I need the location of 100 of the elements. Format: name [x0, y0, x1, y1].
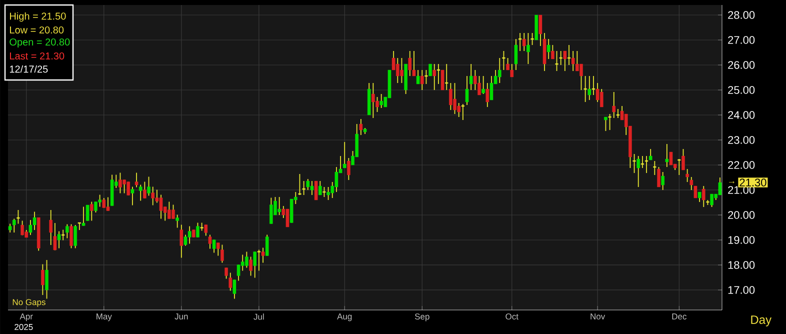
y-tick-label: 18.00 — [728, 261, 755, 269]
candlestick — [318, 180, 322, 196]
candlestick — [420, 70, 424, 90]
candlestick — [94, 201, 98, 213]
candlestick — [216, 242, 220, 256]
candlestick — [12, 218, 16, 233]
candlestick — [172, 204, 175, 220]
candlestick — [636, 156, 640, 188]
x-tick-label: Sep — [414, 314, 430, 322]
candlestick — [424, 70, 428, 84]
candlestick — [188, 226, 192, 244]
candlestick — [526, 32, 530, 64]
annotation: No Gaps — [12, 299, 46, 307]
text: 21.30 — [740, 178, 766, 186]
y-tick-label: 20.00 — [728, 211, 755, 219]
candlestick — [41, 264, 44, 296]
candlestick — [522, 32, 526, 52]
candlestick — [342, 142, 346, 168]
candlestick — [612, 92, 616, 118]
candlestick — [376, 96, 379, 112]
candlestick — [396, 58, 400, 84]
candlestick — [196, 222, 200, 238]
x-tick-label: Dec — [672, 314, 686, 320]
candlestick — [551, 44, 554, 60]
candlestick — [408, 50, 412, 76]
candlestick — [588, 76, 592, 100]
annotation: Last = 21.30 — [10, 52, 64, 60]
x-tick-label: Nov — [590, 314, 606, 320]
y-tick-label: 27.00 — [728, 36, 755, 44]
candlestick — [416, 70, 420, 84]
candlestick — [200, 222, 204, 232]
candlestick — [151, 186, 155, 206]
candlestick — [322, 186, 326, 198]
x-tick-label: Oct — [506, 314, 518, 320]
candlestick — [440, 70, 444, 90]
annotation: 12/17/25 — [10, 65, 48, 73]
candlestick — [694, 186, 698, 198]
candlestick — [74, 224, 77, 249]
candlestick — [530, 32, 534, 46]
candlestick — [326, 186, 330, 200]
y-tick-label: 23.00 — [728, 136, 755, 144]
candlestick — [118, 172, 122, 194]
candlestick — [228, 272, 232, 292]
candlestick — [86, 204, 90, 222]
candlestick — [70, 224, 73, 249]
candlestick — [580, 64, 583, 90]
text: 2025 — [14, 324, 33, 330]
y-tick-label: 19.00 — [728, 236, 755, 244]
y-tick-label: 25.00 — [728, 86, 755, 94]
candlestick — [665, 144, 669, 168]
candlestick — [498, 58, 502, 84]
y-tick-label: 26.00 — [728, 61, 755, 69]
y-tick-label: 24.00 — [728, 111, 755, 119]
text: → — [729, 181, 734, 184]
annotation: Low = 20.80 — [10, 26, 64, 34]
candlestick — [314, 180, 318, 200]
candlestick — [457, 102, 460, 118]
candlestick — [278, 196, 281, 216]
candlestick — [502, 50, 506, 70]
y-tick-label: 17.00 — [728, 286, 755, 294]
candlestick — [554, 50, 559, 72]
candlestick — [256, 249, 262, 272]
candlestick — [698, 192, 702, 202]
candlestick — [286, 208, 290, 228]
candlestick — [478, 76, 481, 96]
candlestick — [220, 244, 224, 264]
candlestick — [16, 210, 20, 224]
x-tick-label: Jul — [254, 314, 264, 320]
candlestick — [310, 180, 314, 196]
candlestick — [270, 197, 273, 224]
candlestick — [359, 118, 363, 136]
candlestick — [298, 174, 302, 196]
x-tick-label: Jun — [174, 314, 188, 320]
x-tick-label: May — [96, 314, 112, 322]
candlestick — [482, 76, 485, 94]
candlestick — [347, 158, 350, 180]
candlestick — [102, 198, 106, 208]
candlestick — [718, 177, 722, 196]
candlestick — [208, 234, 212, 250]
candlestick — [600, 88, 604, 108]
text: Day — [751, 316, 772, 326]
annotation: Open = 20.80 — [10, 38, 70, 48]
candlestick — [180, 224, 184, 258]
candlestick — [372, 82, 375, 118]
candlestick — [143, 181, 146, 199]
candlestick — [176, 214, 179, 228]
candlestick — [400, 58, 404, 84]
candlestick — [106, 196, 110, 212]
candlestick — [66, 224, 69, 239]
x-tick-label: Aug — [337, 314, 352, 322]
candlestick — [449, 82, 452, 110]
candlestick — [632, 154, 636, 174]
candlestick — [204, 224, 208, 236]
candlestick — [122, 179, 126, 194]
candlestick — [412, 50, 416, 76]
candlestick — [428, 64, 432, 76]
candlestick — [98, 194, 102, 208]
candlestick — [432, 64, 436, 90]
candlestick — [702, 186, 706, 208]
candlestick — [657, 166, 660, 188]
